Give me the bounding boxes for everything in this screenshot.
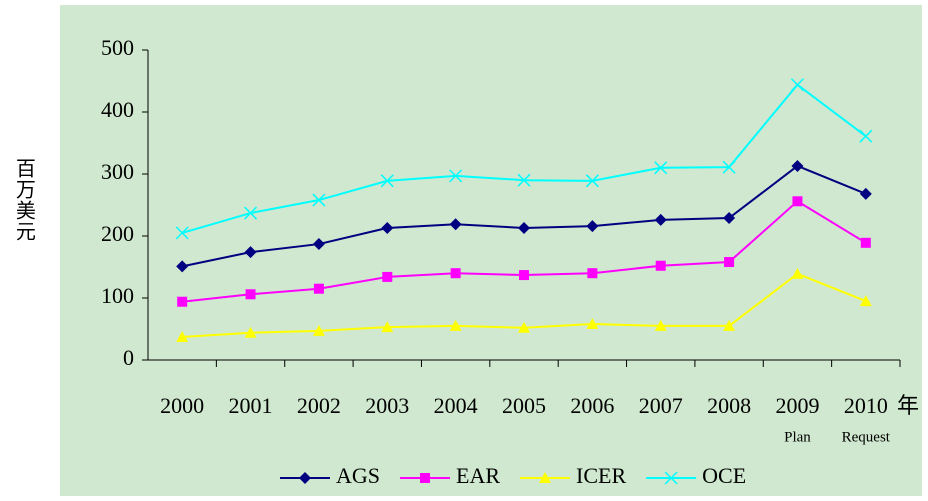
- data-point: [723, 212, 736, 225]
- data-point: [244, 206, 258, 220]
- y-tick-label: 100: [101, 283, 134, 308]
- x-tick-label: 2008: [707, 393, 751, 418]
- data-point: [517, 173, 531, 187]
- legend-label: OCE: [702, 463, 746, 488]
- x-tick-note: Request: [842, 429, 891, 445]
- x-tick-note: Plan: [784, 429, 811, 445]
- data-point: [519, 270, 529, 281]
- data-point: [654, 161, 668, 175]
- data-point: [381, 321, 394, 333]
- data-point: [654, 213, 667, 226]
- x-tick-label: 2005: [502, 393, 546, 418]
- data-point: [586, 220, 599, 233]
- legend-marker: [664, 471, 678, 485]
- data-point: [723, 319, 736, 331]
- data-point: [382, 271, 393, 282]
- data-point: [859, 129, 873, 143]
- data-point: [790, 78, 804, 92]
- data-point: [587, 268, 598, 279]
- data-point: [860, 237, 871, 248]
- x-tick-label: 2000: [160, 393, 204, 418]
- legend-marker: [420, 473, 431, 483]
- data-point: [859, 295, 872, 307]
- legend-label: AGS: [336, 463, 380, 488]
- data-point: [312, 324, 325, 336]
- data-point: [313, 283, 324, 294]
- data-point: [177, 296, 188, 307]
- x-tick-label: 2001: [229, 393, 273, 418]
- y-axis-label: 百万美元: [12, 158, 35, 242]
- data-point: [518, 321, 530, 333]
- data-point: [245, 289, 256, 300]
- data-point: [312, 193, 326, 207]
- legend-label: ICER: [576, 463, 626, 488]
- chart-background: [60, 5, 922, 496]
- x-tick-label: 2007: [639, 393, 683, 418]
- x-tick-label: 2009: [775, 393, 819, 418]
- x-tick-label: 2006: [570, 393, 614, 418]
- data-point: [518, 221, 530, 234]
- data-point: [792, 196, 803, 207]
- y-tick-label: 0: [123, 345, 134, 370]
- y-tick-label: 400: [101, 97, 134, 122]
- data-point: [381, 221, 394, 234]
- data-point: [585, 174, 599, 188]
- data-point: [176, 260, 189, 273]
- data-point: [449, 169, 463, 183]
- x-tick-label: 2002: [297, 393, 341, 418]
- y-tick-label: 200: [101, 221, 134, 246]
- y-tick-label: 500: [101, 35, 134, 60]
- data-point: [722, 160, 736, 174]
- data-point: [244, 246, 257, 259]
- x-tick-label: 2010: [844, 393, 888, 418]
- legend-marker: [539, 472, 552, 483]
- data-point: [312, 238, 325, 251]
- data-point: [586, 318, 599, 330]
- data-point: [449, 319, 462, 331]
- data-point: [859, 187, 872, 200]
- y-tick-label: 300: [101, 159, 134, 184]
- data-point: [244, 326, 257, 338]
- data-point: [654, 319, 667, 331]
- legend-label: EAR: [456, 463, 500, 488]
- data-point: [450, 268, 461, 279]
- data-point: [791, 159, 804, 172]
- data-point: [176, 331, 189, 343]
- data-point: [449, 218, 462, 231]
- data-point: [175, 226, 189, 240]
- x-axis-label: 年: [897, 393, 919, 418]
- data-point: [791, 267, 804, 279]
- legend-marker: [299, 472, 311, 484]
- data-point: [655, 260, 666, 271]
- x-tick-label: 2003: [365, 393, 409, 418]
- data-point: [380, 174, 394, 188]
- data-point: [724, 257, 735, 268]
- x-tick-label: 2004: [434, 393, 478, 418]
